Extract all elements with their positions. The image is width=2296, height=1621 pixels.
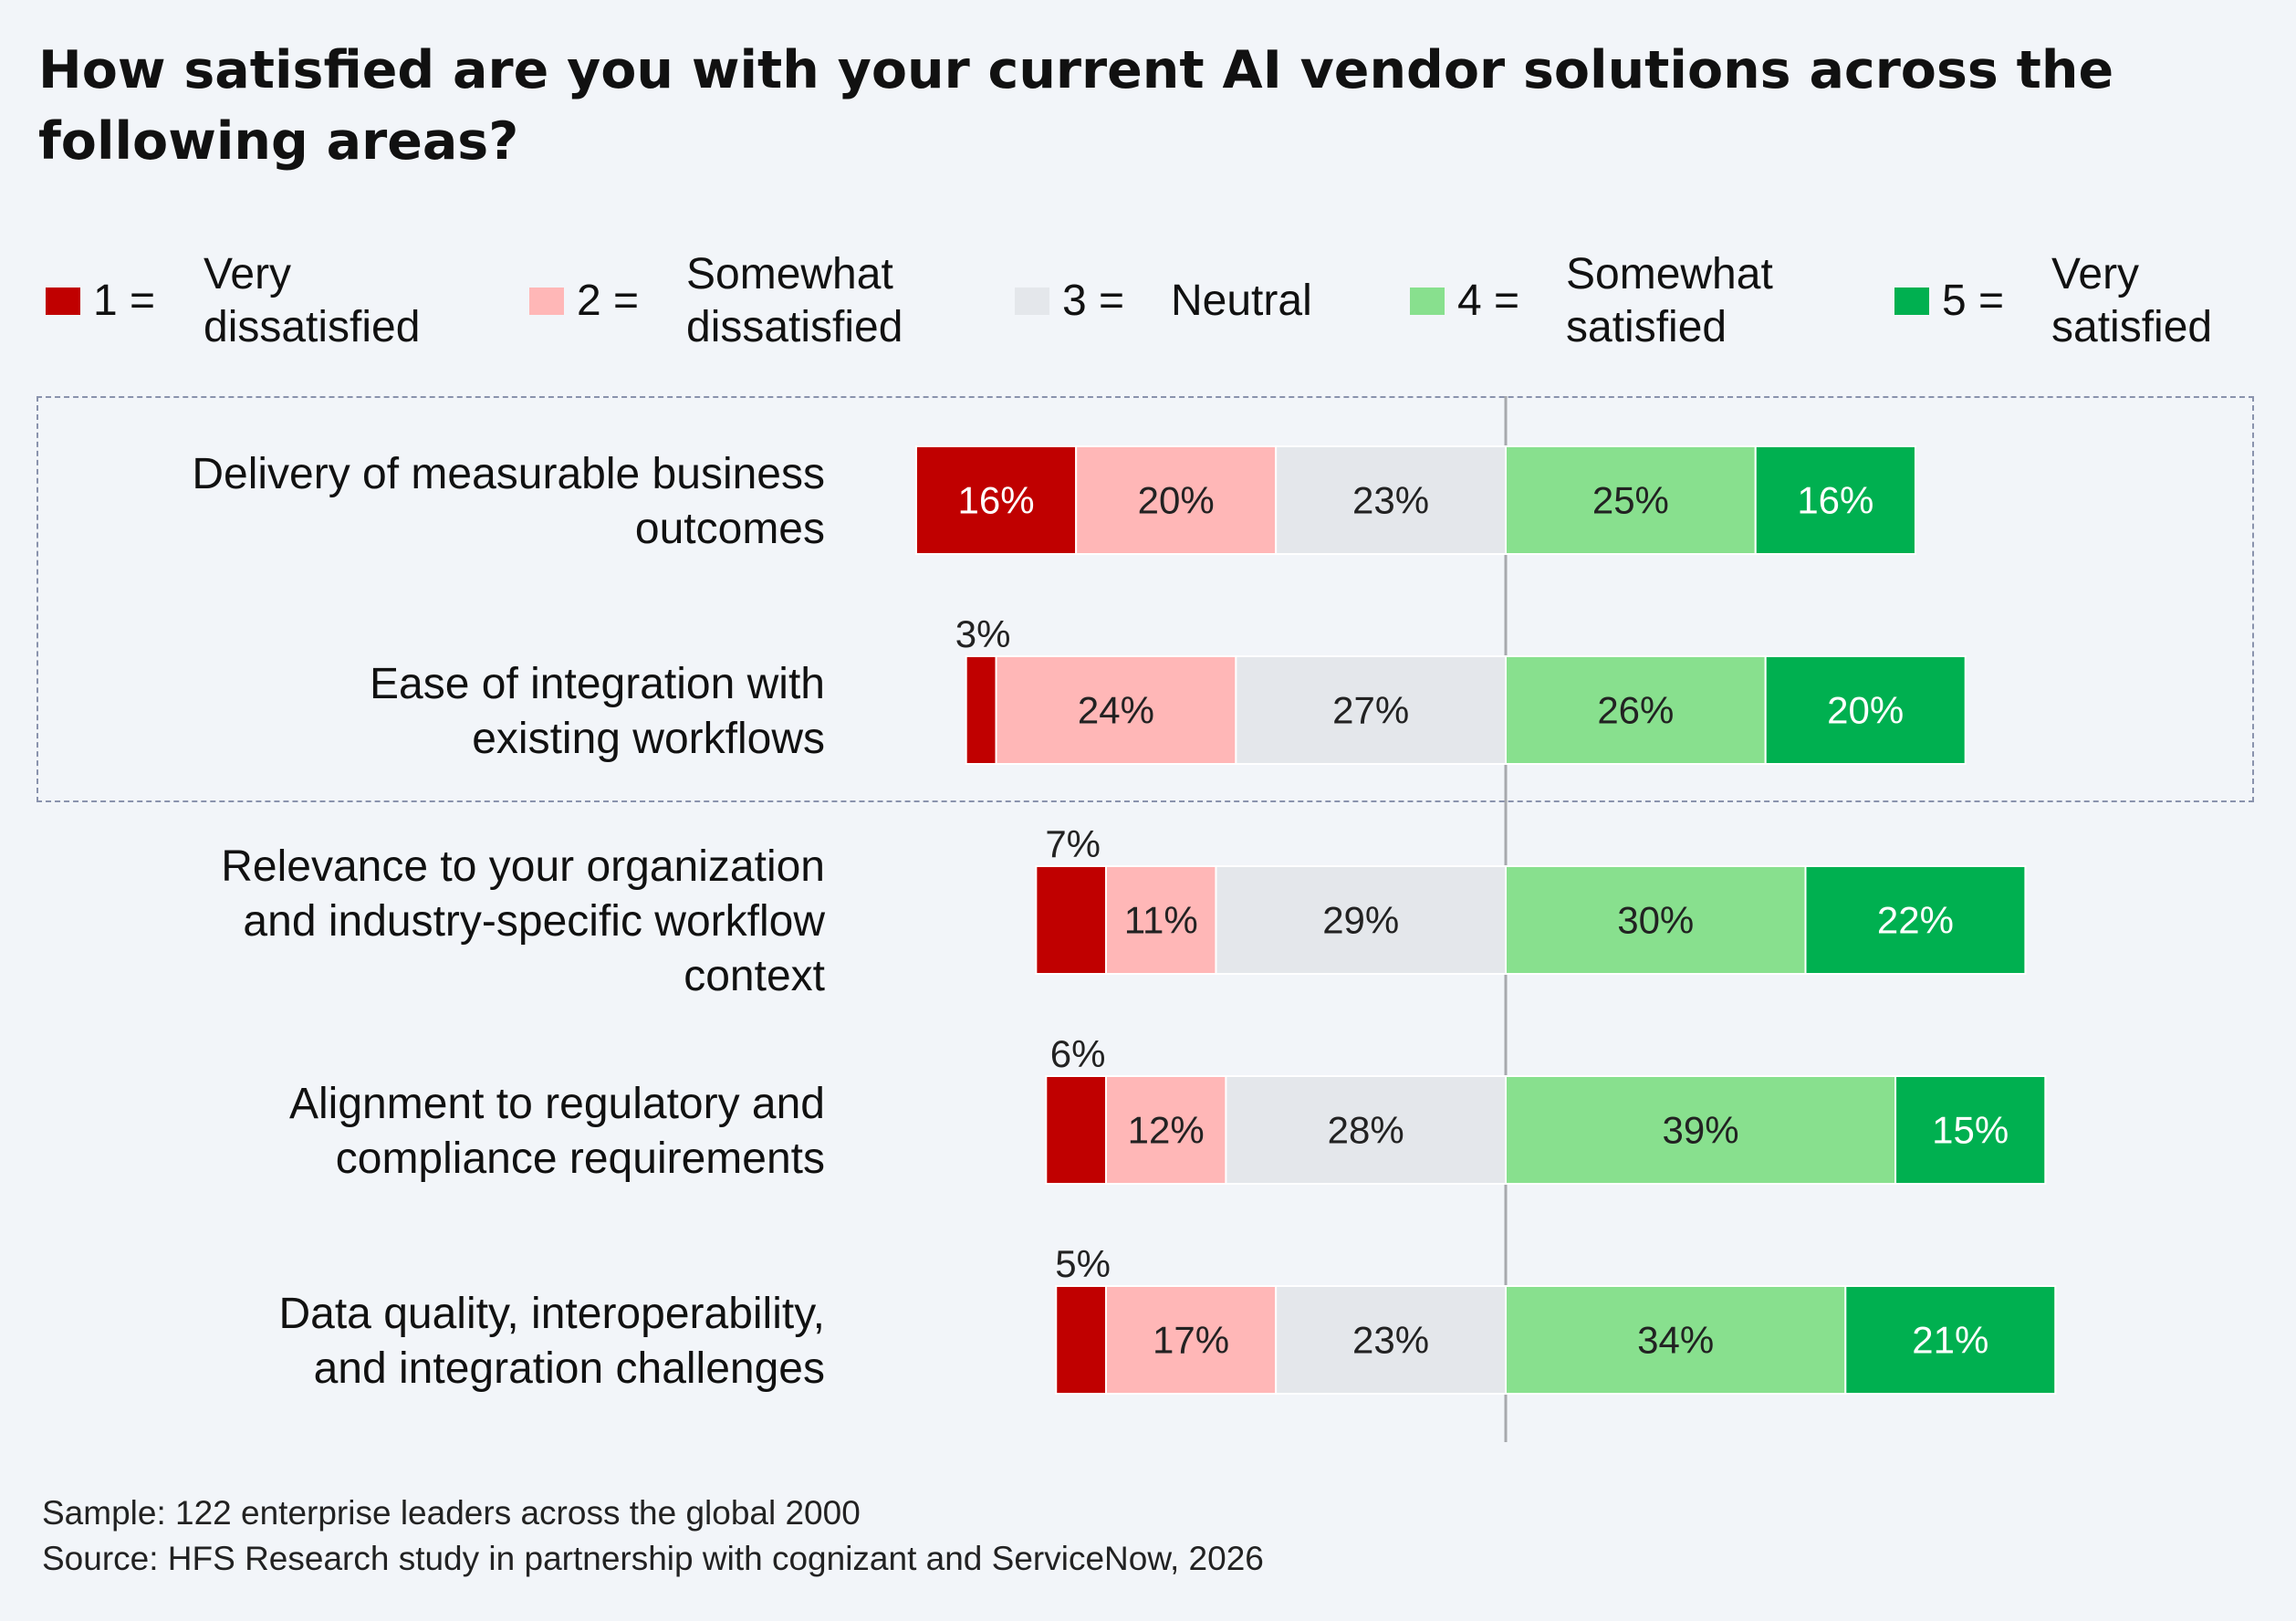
- bar-segment-neutral: [1275, 1285, 1508, 1395]
- chart-title: How satisfied are you with your current …: [38, 40, 2114, 172]
- bar-segment-neutral: [1215, 865, 1507, 975]
- data-label: 34%: [1637, 1319, 1714, 1362]
- data-label: 28%: [1328, 1109, 1404, 1152]
- bar-segment-somewhat-satisfied: [1505, 655, 1767, 765]
- data-label: 23%: [1352, 479, 1429, 522]
- data-label: 16%: [958, 479, 1035, 522]
- bar-segment-very-dissatisfied: [1055, 1285, 1107, 1395]
- bar-segment-very-dissatisfied: [1035, 865, 1107, 975]
- bar-segment-very-satisfied: [1804, 865, 2027, 975]
- bar-segment-somewhat-satisfied: [1505, 1285, 1847, 1395]
- legend-label-somewhat-dissatisfied: Somewhat dissatisfied: [686, 250, 903, 351]
- bar-segment-somewhat-dissatisfied: [1105, 865, 1217, 975]
- data-label: 30%: [1617, 899, 1694, 942]
- category-label: Ease of integration with existing workflo…: [370, 660, 825, 763]
- bar-segment-very-dissatisfied: [1045, 1075, 1108, 1185]
- legend-label-somewhat-satisfied: Somewhat satisfied: [1566, 250, 1773, 351]
- data-label: 11%: [1124, 899, 1198, 942]
- bar-segment-very-satisfied: [1764, 655, 1967, 765]
- data-label: 15%: [1932, 1109, 2009, 1152]
- bar-segment-neutral: [1275, 445, 1508, 555]
- data-label: 17%: [1153, 1319, 1229, 1362]
- legend-swatch-very-satisfied: [1894, 288, 1929, 315]
- bar-segment-somewhat-satisfied: [1505, 445, 1757, 555]
- data-label: 39%: [1662, 1109, 1738, 1152]
- bar-segment-neutral: [1225, 1075, 1508, 1185]
- bar-segment-very-satisfied: [1894, 1075, 2047, 1185]
- bar-segment-somewhat-dissatisfied: [1075, 445, 1278, 555]
- legend-swatch-somewhat-dissatisfied: [529, 288, 564, 315]
- data-label: 20%: [1827, 689, 1904, 732]
- category-label: Relevance to your organization and indust…: [221, 842, 825, 1000]
- data-label: 26%: [1597, 689, 1674, 732]
- bar-segment-somewhat-dissatisfied: [1105, 1075, 1227, 1185]
- bar-segment-very-satisfied: [1754, 445, 1916, 555]
- bar-segment-somewhat-satisfied: [1505, 865, 1807, 975]
- bar-segment-somewhat-dissatisfied: [995, 655, 1237, 765]
- legend: 1 = Very dissatisfied 2 = Somewhat dissa…: [0, 237, 2296, 365]
- data-label: 27%: [1332, 689, 1409, 732]
- legend-label-neutral: Neutral: [1171, 277, 1312, 325]
- legend-code-very-dissatisfied: 1 =: [93, 277, 156, 325]
- data-label: 3%: [955, 612, 1011, 655]
- highlight-box: [37, 396, 2254, 802]
- data-label: 29%: [1322, 899, 1399, 942]
- data-label: 12%: [1128, 1109, 1205, 1152]
- source-note: Source: HFS Research study in partnershi…: [42, 1540, 1264, 1577]
- data-label: 16%: [1797, 479, 1873, 522]
- data-label: 21%: [1912, 1319, 1988, 1362]
- bar-segment-very-dissatisfied: [965, 655, 997, 765]
- data-label: 24%: [1078, 689, 1154, 732]
- legend-label-very-dissatisfied: Very dissatisfied: [204, 250, 421, 351]
- legend-code-very-satisfied: 5 =: [1942, 277, 2005, 325]
- legend-swatch-somewhat-satisfied: [1410, 288, 1445, 315]
- category-label: Data quality, interoperability, and integ…: [278, 1290, 825, 1393]
- sample-note: Sample: 122 enterprise leaders across th…: [42, 1494, 861, 1532]
- data-label: 23%: [1352, 1319, 1429, 1362]
- bar-segment-very-dissatisfied: [914, 445, 1078, 555]
- category-label: Delivery of measurable business outcomes: [192, 450, 825, 553]
- legend-label-very-satisfied: Very satisfied: [2051, 250, 2213, 351]
- legend-code-somewhat-satisfied: 4 =: [1457, 277, 1520, 325]
- bar-segment-somewhat-dissatisfied: [1105, 1285, 1278, 1395]
- data-label: 25%: [1592, 479, 1669, 522]
- data-label: 20%: [1138, 479, 1215, 522]
- legend-code-neutral: 3 =: [1062, 277, 1125, 325]
- legend-swatch-neutral: [1015, 288, 1049, 315]
- data-label: 6%: [1050, 1032, 1106, 1075]
- legend-swatch-very-dissatisfied: [46, 288, 80, 315]
- data-label: 5%: [1055, 1242, 1111, 1285]
- bar-segment-very-satisfied: [1844, 1285, 2057, 1395]
- data-label: 7%: [1045, 822, 1101, 865]
- category-label: Alignment to regulatory and compliance re…: [289, 1080, 825, 1183]
- legend-code-somewhat-dissatisfied: 2 =: [577, 277, 640, 325]
- data-label: 22%: [1877, 899, 1954, 942]
